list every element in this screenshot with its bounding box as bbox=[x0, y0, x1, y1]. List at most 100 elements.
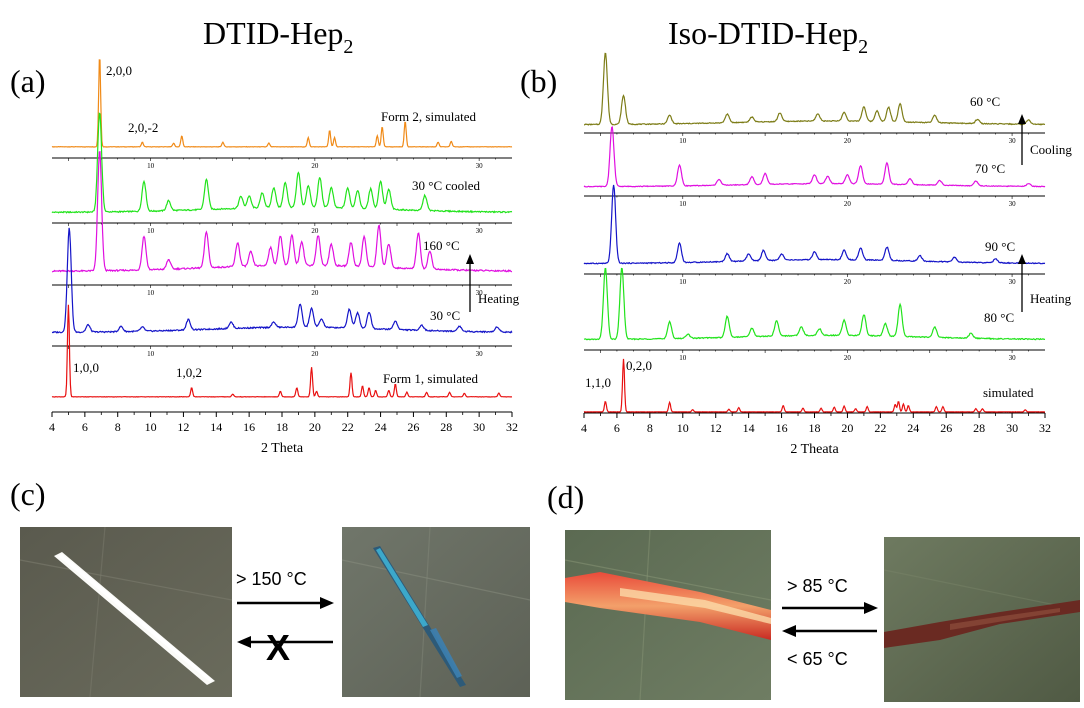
x-axis-tick-label: 30 bbox=[473, 420, 485, 434]
series-line-0 bbox=[51, 59, 513, 148]
series-line-0 bbox=[584, 52, 1046, 126]
x-axis-label: 2 Theata bbox=[790, 442, 839, 457]
transition-arrows-d bbox=[782, 602, 878, 637]
series-label-160c: 160 °C bbox=[423, 238, 460, 253]
inner-axis-tick-label: 10 bbox=[147, 350, 155, 358]
transition-arrows-c bbox=[237, 597, 334, 648]
x-axis-tick-label: 8 bbox=[115, 420, 121, 434]
photo-d-red-crystal bbox=[564, 529, 772, 701]
peak-label-200: 2,0,0 bbox=[106, 63, 132, 78]
x-axis-tick-label: 26 bbox=[407, 420, 419, 434]
x-axis-tick-label: 14 bbox=[210, 420, 222, 434]
cooling-arrow bbox=[1018, 114, 1026, 165]
inner-axis-tick-label: 10 bbox=[679, 200, 687, 208]
series-line-4 bbox=[51, 304, 513, 398]
inner-axis-tick-label: 30 bbox=[476, 289, 484, 297]
peak-label-020: 0,2,0 bbox=[626, 358, 652, 373]
x-axis-tick-label: 6 bbox=[82, 420, 88, 434]
panel-label-c: (c) bbox=[10, 476, 46, 512]
series-line-2 bbox=[583, 184, 1046, 265]
condition-label-d-forward: > 85 °C bbox=[787, 576, 848, 596]
condition-label-c-forward: > 150 °C bbox=[236, 569, 307, 589]
x-axis-tick-label: 22 bbox=[874, 421, 886, 435]
panel-title-b: Iso-DTID-Hep2 bbox=[668, 15, 868, 58]
inner-axis-tick-label: 20 bbox=[311, 350, 319, 358]
heating-label-a: Heating bbox=[478, 291, 520, 306]
inner-axis-tick-label: 30 bbox=[1009, 354, 1017, 362]
inner-axis-tick-label: 30 bbox=[476, 162, 484, 170]
peak-label-20-2: 2,0,-2 bbox=[128, 120, 158, 135]
x-axis-tick-label: 24 bbox=[375, 420, 387, 434]
x-axis-tick-label: 6 bbox=[614, 421, 620, 435]
inner-axis-tick-label: 10 bbox=[679, 137, 687, 145]
x-axis-tick-label: 4 bbox=[581, 421, 587, 435]
x-axis-tick-label: 12 bbox=[710, 421, 722, 435]
x-axis-tick-label: 24 bbox=[907, 421, 919, 435]
series-label-60c: 60 °C bbox=[970, 94, 1000, 109]
x-axis-tick-label: 18 bbox=[276, 420, 288, 434]
x-axis-tick-label: 10 bbox=[677, 421, 689, 435]
heating-arrow-a bbox=[466, 254, 474, 312]
inner-axis-tick-label: 30 bbox=[1009, 200, 1017, 208]
x-axis-tick-label: 28 bbox=[973, 421, 985, 435]
x-axis-tick-label: 22 bbox=[342, 420, 354, 434]
series-label-90c: 90 °C bbox=[985, 239, 1015, 254]
series-label-form2-sim: Form 2, simulated bbox=[381, 109, 476, 124]
heating-label-b: Heating bbox=[1030, 291, 1072, 306]
blocked-x-mark: X bbox=[266, 627, 290, 668]
x-axis-tick-label: 4 bbox=[49, 420, 55, 434]
x-axis-tick-label: 28 bbox=[440, 420, 452, 434]
x-axis-tick-label: 18 bbox=[809, 421, 821, 435]
series-line-3 bbox=[583, 267, 1046, 341]
inner-axis-tick-label: 10 bbox=[147, 162, 155, 170]
inner-axis-tick-label: 10 bbox=[679, 278, 687, 286]
xrd-chart-a: 10 20 30 10 20 30 10 20 30 10 20 30 4 6 8 10 12 14 16 18 20 2… bbox=[49, 59, 518, 456]
peak-label-102: 1,0,2 bbox=[176, 365, 202, 380]
x-axis-tick-label: 20 bbox=[309, 420, 321, 434]
x-axis-label: 2 Theta bbox=[261, 441, 304, 456]
series-label-30c-cooled: 30 °C cooled bbox=[412, 178, 481, 193]
x-axis-tick-label: 16 bbox=[243, 420, 255, 434]
series-line-4 bbox=[583, 358, 1046, 413]
inner-axis-tick-label: 20 bbox=[311, 289, 319, 297]
series-label-70c: 70 °C bbox=[975, 161, 1005, 176]
series-line-1 bbox=[583, 126, 1046, 188]
x-axis-tick-label: 32 bbox=[506, 420, 518, 434]
photo-c-form1 bbox=[19, 526, 233, 698]
x-axis-tick-label: 8 bbox=[647, 421, 653, 435]
series-label-80c: 80 °C bbox=[984, 310, 1014, 325]
inner-axis-tick-label: 30 bbox=[1009, 137, 1017, 145]
series-label-form1-sim: Form 1, simulated bbox=[383, 371, 478, 386]
series-line-1 bbox=[51, 112, 513, 214]
x-axis-tick-label: 32 bbox=[1039, 421, 1051, 435]
panel-label-b: (b) bbox=[520, 63, 557, 99]
inner-axis-tick-label: 20 bbox=[844, 200, 852, 208]
photo-d-dark-crystal bbox=[883, 537, 1081, 702]
inner-axis-tick-label: 20 bbox=[311, 227, 319, 235]
inner-axis-tick-label: 30 bbox=[1009, 278, 1017, 286]
peak-label-110: 1,1,0 bbox=[585, 375, 611, 390]
condition-label-d-reverse: < 65 °C bbox=[787, 649, 848, 669]
panel-label-a: (a) bbox=[10, 63, 46, 99]
cooling-label: Cooling bbox=[1030, 142, 1072, 157]
series-line-3 bbox=[51, 227, 513, 334]
peak-label-100: 1,0,0 bbox=[73, 360, 99, 375]
x-axis-tick-label: 20 bbox=[841, 421, 853, 435]
x-axis-tick-label: 26 bbox=[940, 421, 952, 435]
panel-label-d: (d) bbox=[547, 479, 584, 515]
series-label-simulated: simulated bbox=[983, 385, 1034, 400]
x-axis-tick-label: 12 bbox=[177, 420, 189, 434]
heating-arrow-b bbox=[1018, 254, 1026, 312]
panel-title-a: DTID-Hep2 bbox=[203, 15, 353, 58]
inner-axis-tick-label: 20 bbox=[844, 137, 852, 145]
inner-axis-tick-label: 10 bbox=[147, 289, 155, 297]
inner-axis-tick-label: 30 bbox=[476, 227, 484, 235]
x-axis-tick-label: 16 bbox=[776, 421, 788, 435]
photo-c-form2 bbox=[341, 526, 531, 698]
inner-axis-tick-label: 20 bbox=[311, 162, 319, 170]
inner-axis-tick-label: 20 bbox=[844, 278, 852, 286]
inner-axis-tick-label: 10 bbox=[679, 354, 687, 362]
inner-axis-tick-label: 20 bbox=[844, 354, 852, 362]
series-line-2 bbox=[51, 151, 513, 273]
